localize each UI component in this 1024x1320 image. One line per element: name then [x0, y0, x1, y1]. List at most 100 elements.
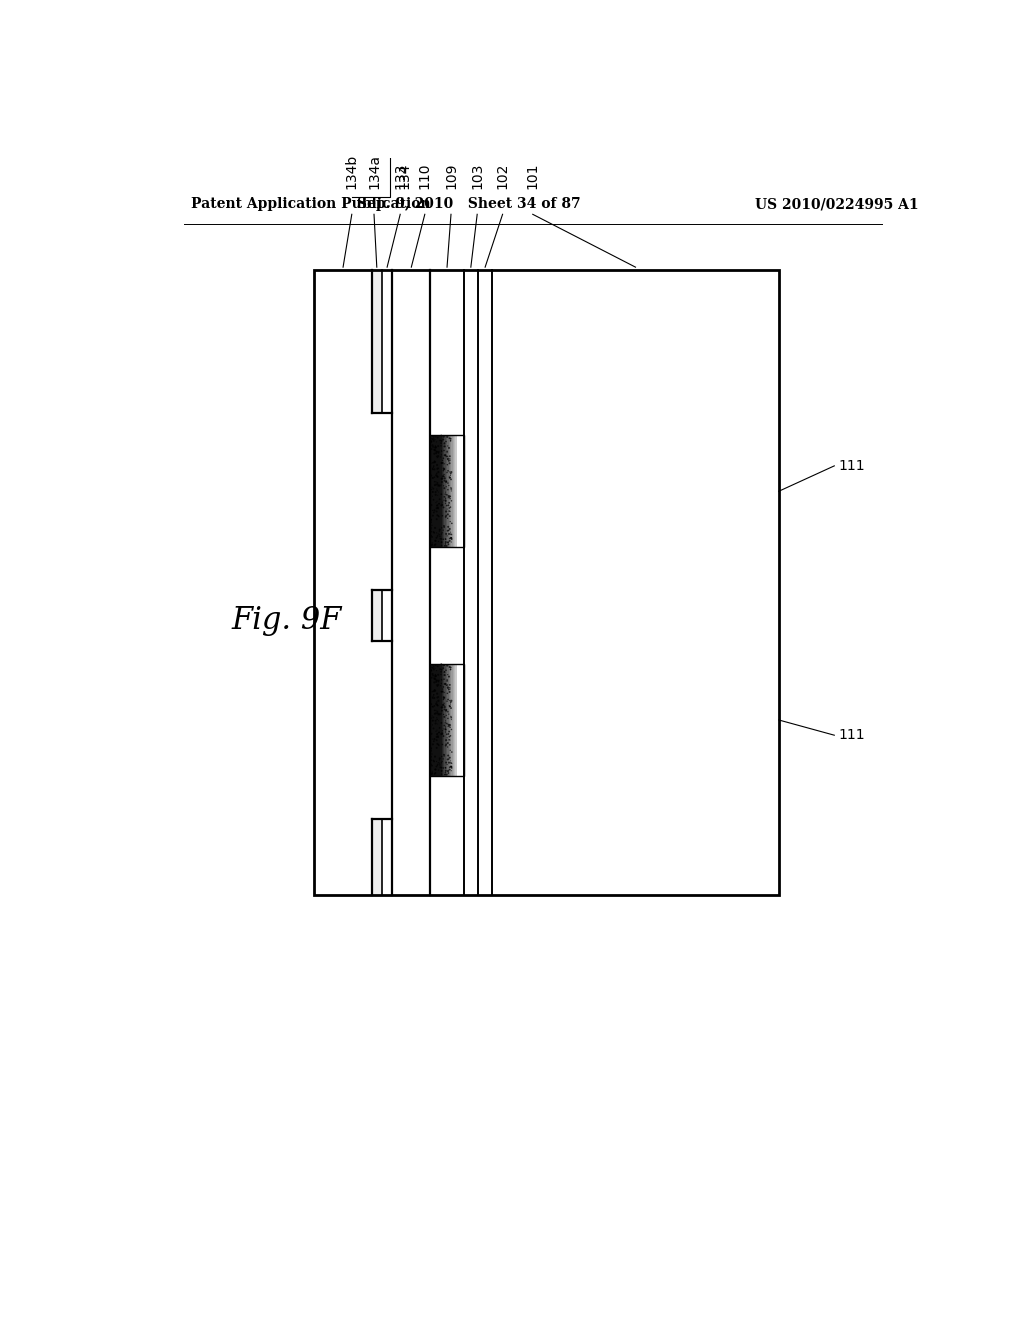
Point — [439, 708, 456, 729]
Point — [423, 525, 439, 546]
Bar — [441, 436, 443, 548]
Bar — [449, 436, 451, 548]
Point — [435, 657, 452, 678]
Bar — [453, 664, 455, 776]
Point — [441, 449, 458, 470]
Point — [428, 665, 444, 686]
Text: Fig. 9F: Fig. 9F — [231, 606, 342, 636]
Point — [433, 704, 450, 725]
Point — [430, 664, 446, 685]
Point — [438, 471, 455, 492]
Point — [432, 525, 449, 546]
Text: 101: 101 — [525, 162, 540, 189]
Point — [435, 748, 452, 770]
Point — [429, 656, 445, 677]
Point — [430, 671, 446, 692]
Point — [433, 532, 450, 553]
Point — [442, 739, 459, 760]
Point — [432, 659, 449, 680]
Point — [441, 675, 458, 696]
Bar — [453, 436, 455, 548]
Point — [430, 436, 446, 457]
Point — [428, 446, 444, 467]
Point — [427, 759, 443, 780]
Point — [437, 764, 454, 785]
Point — [426, 428, 442, 449]
Point — [427, 680, 443, 701]
Point — [441, 498, 458, 519]
Point — [442, 478, 459, 499]
Point — [433, 764, 450, 785]
Point — [428, 442, 444, 463]
Point — [441, 656, 458, 677]
Bar — [372, 818, 382, 895]
Point — [435, 466, 452, 487]
Point — [441, 678, 458, 700]
Bar — [450, 664, 452, 776]
Point — [429, 474, 445, 495]
Point — [427, 763, 443, 784]
Point — [435, 726, 452, 747]
Point — [435, 655, 452, 676]
Bar — [444, 664, 446, 776]
Point — [426, 430, 442, 451]
Point — [433, 669, 450, 690]
Point — [441, 487, 458, 508]
Point — [424, 479, 440, 500]
Bar — [449, 664, 451, 776]
Point — [437, 490, 454, 511]
Bar — [382, 818, 392, 895]
Point — [430, 726, 446, 747]
Point — [432, 754, 449, 775]
Point — [428, 671, 444, 692]
Point — [443, 760, 460, 781]
Point — [428, 751, 444, 772]
Point — [443, 462, 460, 483]
Point — [437, 758, 454, 779]
Point — [432, 675, 449, 696]
Point — [425, 706, 441, 727]
Point — [439, 436, 456, 457]
Point — [437, 487, 454, 508]
Bar — [430, 642, 464, 818]
Point — [428, 498, 444, 519]
Point — [427, 437, 443, 458]
Point — [436, 694, 453, 715]
Point — [426, 444, 442, 465]
Point — [437, 760, 454, 781]
Point — [443, 478, 460, 499]
Point — [442, 657, 459, 678]
Bar — [454, 436, 456, 548]
Point — [423, 487, 439, 508]
Point — [437, 735, 454, 756]
Point — [424, 438, 440, 459]
Point — [427, 482, 443, 503]
Point — [442, 696, 459, 717]
Point — [430, 442, 446, 463]
Point — [439, 473, 456, 494]
Point — [429, 458, 445, 479]
Point — [441, 714, 458, 735]
Point — [441, 519, 458, 540]
Point — [438, 495, 455, 516]
Point — [426, 451, 442, 473]
Point — [439, 677, 456, 698]
Point — [428, 756, 444, 777]
Point — [425, 688, 441, 709]
Point — [442, 706, 459, 727]
Point — [429, 701, 445, 722]
Point — [434, 721, 451, 742]
Point — [434, 678, 451, 700]
Point — [441, 734, 458, 755]
Bar — [392, 642, 430, 818]
Point — [424, 729, 440, 750]
Point — [443, 527, 460, 548]
Point — [428, 465, 444, 486]
Point — [423, 517, 439, 539]
Point — [435, 758, 452, 779]
Point — [438, 471, 455, 492]
Point — [436, 744, 453, 766]
Point — [434, 494, 451, 515]
Text: Patent Application Publication: Patent Application Publication — [191, 197, 431, 211]
Point — [438, 446, 455, 467]
